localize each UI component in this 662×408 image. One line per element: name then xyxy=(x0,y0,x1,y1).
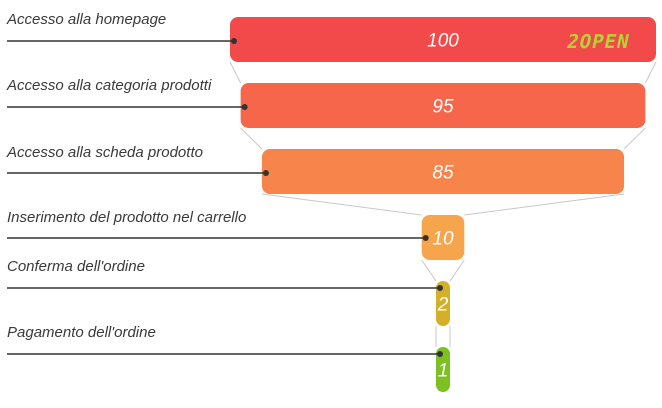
funnel-connector-right xyxy=(464,193,625,216)
bar-value-label: 100 xyxy=(427,31,459,52)
funnel-connector-right xyxy=(644,61,657,84)
funnel-bar xyxy=(421,215,465,260)
funnel-bar xyxy=(436,281,450,326)
label-leader-dot xyxy=(437,285,443,291)
label-leader-dot xyxy=(262,170,269,176)
stage-label: Conferma dell'ordine xyxy=(7,258,145,275)
stage-label: Accesso alla categoria prodotti xyxy=(6,77,212,94)
label-leader-lines xyxy=(7,38,443,357)
label-leader-dot xyxy=(231,38,237,44)
funnel-connector-left xyxy=(240,127,263,150)
stage-label: Inserimento del prodotto nel carrello xyxy=(7,209,246,226)
stage-labels: Accesso alla homepage Accesso alla catego… xyxy=(6,11,246,341)
funnel-bar xyxy=(230,17,656,62)
funnel-bar xyxy=(261,149,625,194)
funnel-connectors xyxy=(229,61,657,347)
funnel-connector-left xyxy=(421,259,437,282)
bar-value-label: 2 xyxy=(437,295,449,316)
label-leader-dot xyxy=(437,351,443,357)
funnel-bar xyxy=(436,347,450,392)
bar-value-label: 1 xyxy=(438,361,449,382)
funnel-connector-right xyxy=(449,259,465,282)
label-leader-dot xyxy=(241,104,248,110)
2open-logo: 2OPEN xyxy=(565,30,632,53)
funnel-connector-left xyxy=(261,193,422,216)
bar-value-label: 95 xyxy=(432,97,454,118)
funnel-bar xyxy=(240,83,646,128)
stage-label: Pagamento dell'ordine xyxy=(7,324,156,341)
logo-text: 2OPEN xyxy=(565,30,632,53)
bar-value-label: 10 xyxy=(432,229,454,250)
funnel-connector-left xyxy=(229,61,242,84)
bar-value-labels: 100 95 85 10 2 1 xyxy=(427,31,459,382)
label-leader-dot xyxy=(422,235,429,241)
bar-value-label: 85 xyxy=(432,163,454,184)
stage-label: Accesso alla homepage xyxy=(6,11,166,28)
funnel-connector-right xyxy=(623,127,646,150)
stage-label: Accesso alla scheda prodotto xyxy=(6,144,203,161)
funnel-bars xyxy=(230,17,656,392)
